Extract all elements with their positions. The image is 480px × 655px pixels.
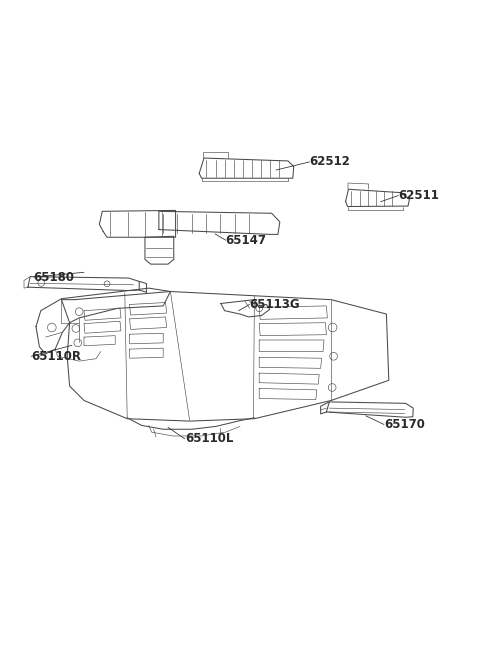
Text: 65110R: 65110R xyxy=(31,350,81,363)
Text: 65147: 65147 xyxy=(226,234,266,247)
Text: 65170: 65170 xyxy=(384,418,425,431)
Text: 62512: 62512 xyxy=(310,155,350,168)
Text: 65180: 65180 xyxy=(34,271,74,284)
Text: 65110L: 65110L xyxy=(185,432,233,445)
Text: 62511: 62511 xyxy=(398,189,439,202)
Text: 65113G: 65113G xyxy=(250,298,300,311)
